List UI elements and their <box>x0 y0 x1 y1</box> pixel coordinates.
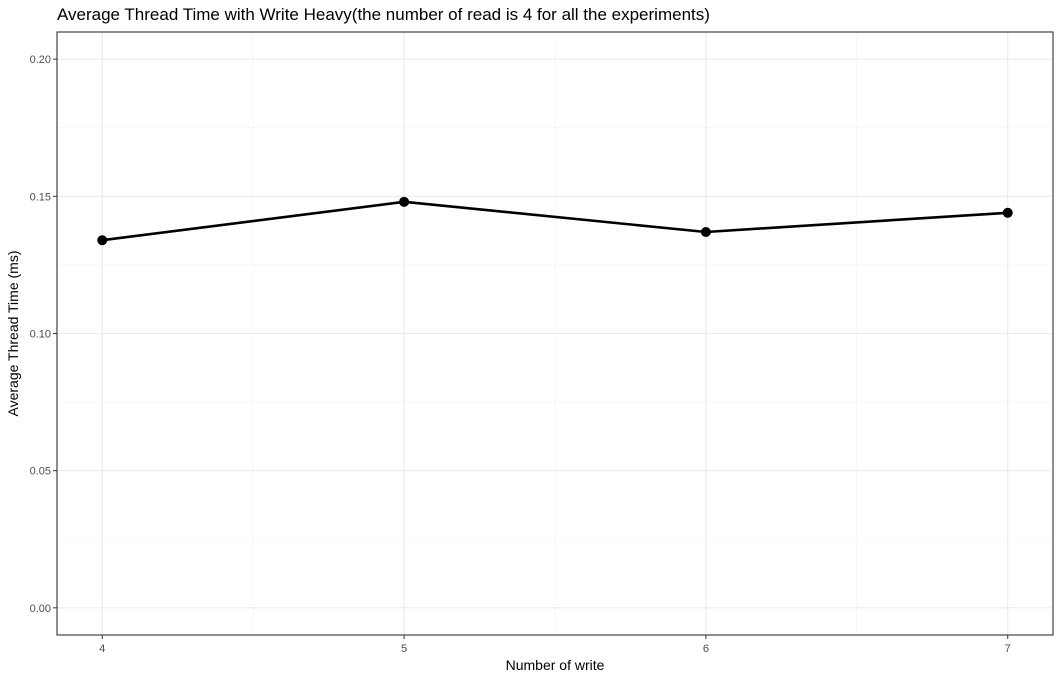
chart-title: Average Thread Time with Write Heavy(the… <box>57 5 710 24</box>
data-point <box>700 226 711 237</box>
x-tick-label: 5 <box>401 643 407 655</box>
y-tick-label: 0.00 <box>30 603 51 615</box>
x-tick-label: 4 <box>99 643 105 655</box>
x-tick-label: 7 <box>1005 643 1011 655</box>
y-tick-label: 0.20 <box>30 54 51 66</box>
data-point <box>97 235 108 246</box>
grid-lines <box>57 32 1053 635</box>
y-axis-title: Average Thread Time (ms) <box>5 251 21 417</box>
x-tick-label: 6 <box>703 643 709 655</box>
data-point <box>399 196 410 207</box>
y-tick-label: 0.10 <box>30 329 51 341</box>
x-axis-title: Number of write <box>506 657 605 673</box>
axes: 4 5 6 7 0.00 0.05 0.10 0.15 0.20 <box>30 54 1011 655</box>
y-tick-label: 0.15 <box>30 191 51 203</box>
data-point <box>1002 207 1013 218</box>
series-line <box>100 200 1010 242</box>
data-series <box>97 196 1013 246</box>
y-tick-label: 0.05 <box>30 466 51 478</box>
